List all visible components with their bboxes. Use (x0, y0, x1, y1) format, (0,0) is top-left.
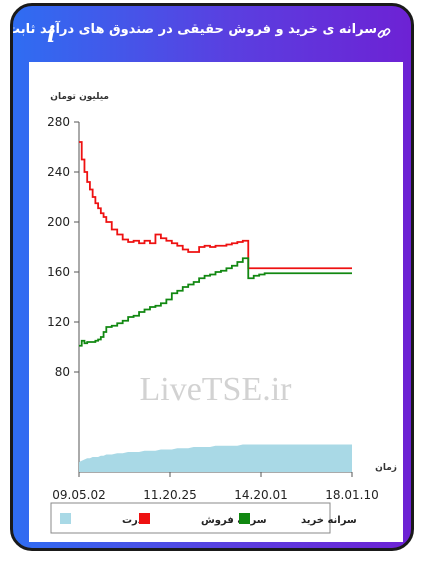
y-tick-label: 240 (47, 165, 70, 179)
y-tick-label: 80 (55, 365, 70, 379)
legend-swatch-sell (139, 513, 150, 524)
legend-label-power: قدرت (122, 515, 150, 526)
chart-card: i سرانه ی خرید و فروش حقیقی در صندوق های… (10, 3, 414, 551)
link-icon[interactable] (377, 26, 391, 40)
y-tick-label: 280 (47, 115, 70, 129)
legend-box (50, 502, 331, 534)
x-tick-label: 09.05.02 (52, 488, 105, 502)
y-tick-label: 200 (47, 215, 70, 229)
power-area (79, 444, 352, 472)
sell-line (79, 141, 352, 270)
y-tick-label: 160 (47, 265, 70, 279)
watermark: LiveTSE.ir (139, 371, 292, 408)
x-tick-label: 14.20.01 (234, 488, 287, 502)
y-tick-label: 120 (47, 315, 70, 329)
info-icon[interactable]: i (47, 22, 56, 48)
buy-line (79, 257, 352, 347)
legend-swatch-buy (239, 513, 250, 524)
x-tick-label: 18.01.10 (325, 488, 378, 502)
x-axis-label: زمان (375, 463, 397, 473)
y-axis-label: میلیون تومان (50, 92, 109, 102)
card-header: i سرانه ی خرید و فروش حقیقی در صندوق های… (13, 6, 411, 62)
x-tick-label: 11.20.25 (143, 488, 196, 502)
legend-swatch-power (60, 513, 71, 524)
chart-panel: LiveTSE.ir میلیون تومان 80 120 160 200 240 280 0… (29, 62, 403, 542)
legend-label-buy: سرانه خرید (301, 515, 357, 526)
line-chart: LiveTSE.ir میلیون تومان 80 120 160 200 240 280 0… (47, 92, 397, 534)
chart-title: سرانه ی خرید و فروش حقیقی در صندوق های د… (10, 22, 377, 37)
legend-label-sell: سرانه فروش (201, 515, 267, 526)
